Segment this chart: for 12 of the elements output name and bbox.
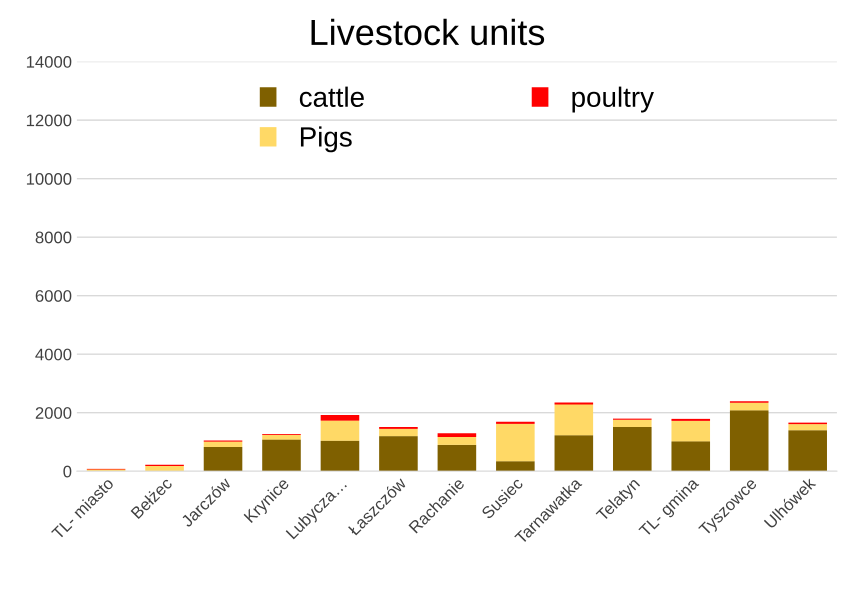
y-tick-label: 2000 — [36, 407, 72, 419]
y-tick-label: 6000 — [36, 290, 72, 302]
y-tick-label: 12000 — [26, 114, 72, 126]
y-tick-label: 10000 — [26, 173, 72, 185]
y-tick-label: 14000 — [26, 56, 72, 68]
y-tick-label: 0 — [63, 466, 72, 478]
y-tick-label: 8000 — [36, 232, 72, 244]
legend-label: Pigs — [300, 126, 352, 152]
legend-label: poultry — [572, 86, 654, 112]
y-tick-label: 4000 — [35, 348, 72, 360]
chart-title: Livestock units — [312, 18, 544, 46]
legend-label: cattle — [300, 86, 364, 108]
